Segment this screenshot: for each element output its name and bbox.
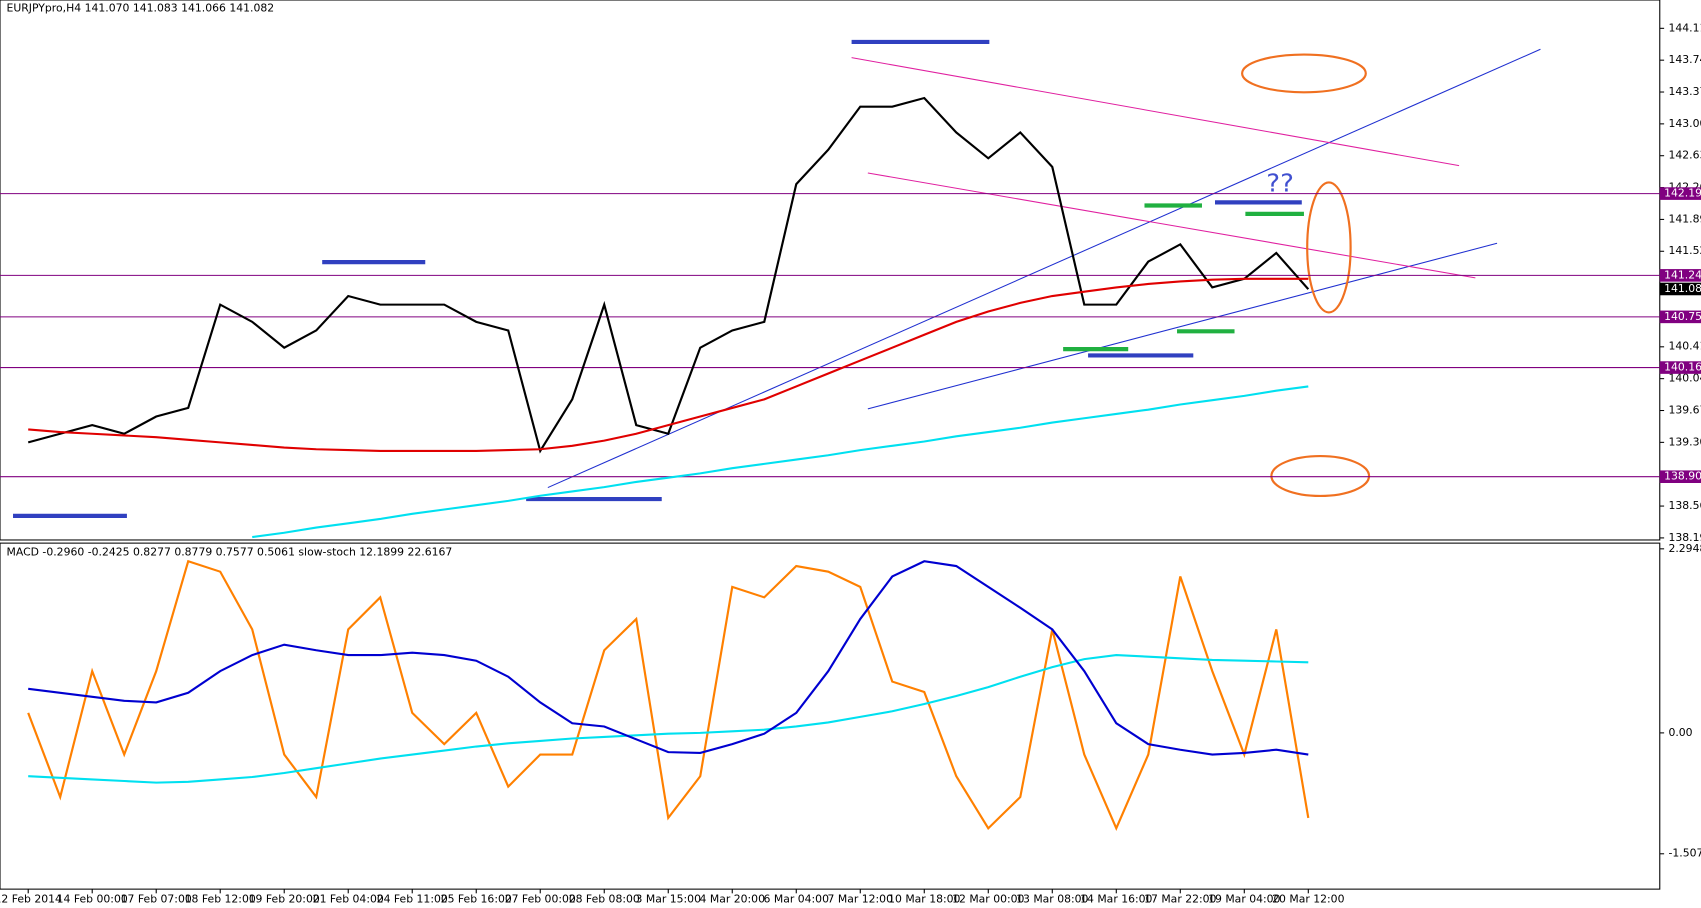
x-tick-label: 28 Feb 08:00 bbox=[569, 893, 640, 906]
x-tick-label: 6 Mar 04:00 bbox=[764, 893, 830, 906]
y-tick-label: 143.000 bbox=[1668, 117, 1701, 130]
x-tick-label: 3 Mar 15:00 bbox=[636, 893, 702, 906]
series-line bbox=[28, 654, 1309, 784]
price-header: EURJPYpro,H4 141.070 141.083 141.066 141… bbox=[7, 2, 275, 15]
level-box bbox=[1659, 269, 1701, 282]
level-box bbox=[1659, 187, 1701, 200]
x-tick-label: 7 Mar 12:00 bbox=[828, 893, 894, 906]
x-tick-label: 20 Mar 12:00 bbox=[1272, 893, 1345, 906]
series-line bbox=[27, 559, 1310, 832]
x-tick-label: 10 Mar 18:00 bbox=[888, 893, 961, 906]
y-tick-label: -1.5074 bbox=[1668, 847, 1701, 860]
level-label: 140.169 bbox=[1664, 361, 1701, 374]
level-label: 138.901 bbox=[1664, 470, 1701, 483]
x-tick-label: 17 Feb 07:00 bbox=[121, 893, 192, 906]
trend-line bbox=[867, 242, 1498, 410]
level-box bbox=[1659, 282, 1701, 296]
trend-line bbox=[547, 48, 1541, 489]
series-line bbox=[28, 277, 1309, 453]
y-tick-label: 138.560 bbox=[1668, 499, 1701, 512]
y-tick-label: 139.670 bbox=[1668, 404, 1701, 417]
level-label: 142.190 bbox=[1664, 187, 1701, 200]
y-tick-label: 142.630 bbox=[1668, 149, 1701, 162]
y-tick-label: 143.740 bbox=[1668, 53, 1701, 66]
trend-line bbox=[851, 57, 1460, 167]
y-tick-label: 141.520 bbox=[1668, 244, 1701, 257]
series-line bbox=[27, 96, 1310, 454]
highlight-ellipse bbox=[1241, 53, 1367, 94]
x-tick-label: 14 Mar 16:00 bbox=[1080, 893, 1153, 906]
macd-panel bbox=[0, 542, 1661, 890]
x-tick-label: 12 Feb 2014 bbox=[0, 893, 62, 906]
level-label: 141.082 bbox=[1664, 282, 1701, 295]
y-tick-label: 143.370 bbox=[1668, 85, 1701, 98]
x-tick-label: 18 Feb 12:00 bbox=[185, 893, 256, 906]
y-tick-label: 144.110 bbox=[1668, 21, 1701, 34]
highlight-ellipse bbox=[1270, 455, 1371, 497]
x-tick-label: 14 Feb 00:00 bbox=[57, 893, 128, 906]
x-tick-label: 21 Feb 04:00 bbox=[313, 893, 384, 906]
y-tick-label: 141.890 bbox=[1668, 213, 1701, 226]
level-box bbox=[1659, 470, 1701, 483]
series-line bbox=[252, 385, 1309, 539]
y-tick-label: 139.300 bbox=[1668, 435, 1701, 448]
y-tick-label: 2.2948 bbox=[1668, 542, 1701, 555]
highlight-ellipse bbox=[1306, 181, 1352, 314]
x-tick-label: 25 Feb 16:00 bbox=[441, 893, 512, 906]
x-tick-label: 13 Mar 08:00 bbox=[1016, 893, 1089, 906]
x-tick-label: 19 Mar 04:00 bbox=[1208, 893, 1281, 906]
level-box bbox=[1659, 361, 1701, 374]
x-tick-label: 19 Feb 20:00 bbox=[249, 893, 320, 906]
series-line bbox=[28, 560, 1309, 756]
x-tick-label: 4 Mar 20:00 bbox=[700, 893, 766, 906]
level-box bbox=[1659, 310, 1701, 324]
level-label: 141.240 bbox=[1664, 268, 1701, 281]
x-tick-label: 12 Mar 00:00 bbox=[952, 893, 1025, 906]
y-tick-label: 0.00 bbox=[1668, 726, 1692, 739]
y-tick-label: 140.040 bbox=[1668, 372, 1701, 385]
x-tick-label: 27 Feb 00:00 bbox=[505, 893, 576, 906]
trend-line bbox=[867, 172, 1476, 279]
level-label: 140.758 bbox=[1664, 310, 1701, 323]
y-tick-label: 140.410 bbox=[1668, 340, 1701, 353]
y-tick-label: 138.190 bbox=[1668, 531, 1701, 544]
x-tick-label: 17 Mar 22:00 bbox=[1144, 893, 1217, 906]
x-tick-label: 24 Feb 11:00 bbox=[377, 893, 448, 906]
price-panel bbox=[0, 0, 1661, 541]
macd-header: MACD -0.2960 -0.2425 0.8277 0.8779 0.757… bbox=[7, 546, 453, 559]
drawings bbox=[13, 39, 1541, 518]
